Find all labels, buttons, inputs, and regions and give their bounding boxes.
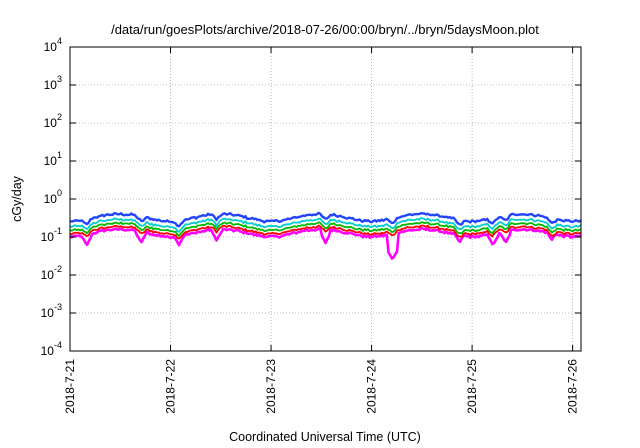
y-tick-label: 10-4 <box>41 340 62 358</box>
x-tick-label: 2018-7-23 <box>264 359 278 414</box>
x-tick-label: 2018-7-21 <box>63 359 77 414</box>
y-tick-label: 101 <box>44 150 62 168</box>
y-ticks: 10-4 10-3 10-2 10-1 100 101 102 103 104 <box>41 36 581 358</box>
x-tick-label: 2018-7-26 <box>566 359 580 414</box>
y-tick-label: 104 <box>44 36 62 54</box>
y-tick-label: 10-3 <box>41 302 62 320</box>
y-axis-label: cGy/day <box>10 175 24 222</box>
x-ticks: 2018-7-21 2018-7-22 2018-7-23 2018-7-24 2018… <box>63 47 580 414</box>
grid <box>70 47 581 351</box>
x-tick-label: 2018-7-24 <box>365 359 379 414</box>
series-line-4 <box>69 211 582 228</box>
x-tick-label: 2018-7-22 <box>164 359 178 414</box>
y-tick-label: 100 <box>44 188 62 206</box>
series-line-1 <box>69 224 582 240</box>
x-axis-label: Coordinated Universal Time (UTC) <box>229 430 421 444</box>
x-tick-label: 2018-7-25 <box>465 359 479 414</box>
y-tick-label: 102 <box>44 112 62 130</box>
chart-title: /data/run/goesPlots/archive/2018-07-26/0… <box>111 22 539 37</box>
series-group <box>69 211 582 260</box>
y-tick-label: 10-2 <box>41 264 62 282</box>
series-line-3 <box>69 217 582 233</box>
y-tick-label: 103 <box>44 74 62 92</box>
y-tick-label: 10-1 <box>41 226 62 244</box>
series-line-0 <box>69 226 582 260</box>
series-line-2 <box>69 221 582 237</box>
